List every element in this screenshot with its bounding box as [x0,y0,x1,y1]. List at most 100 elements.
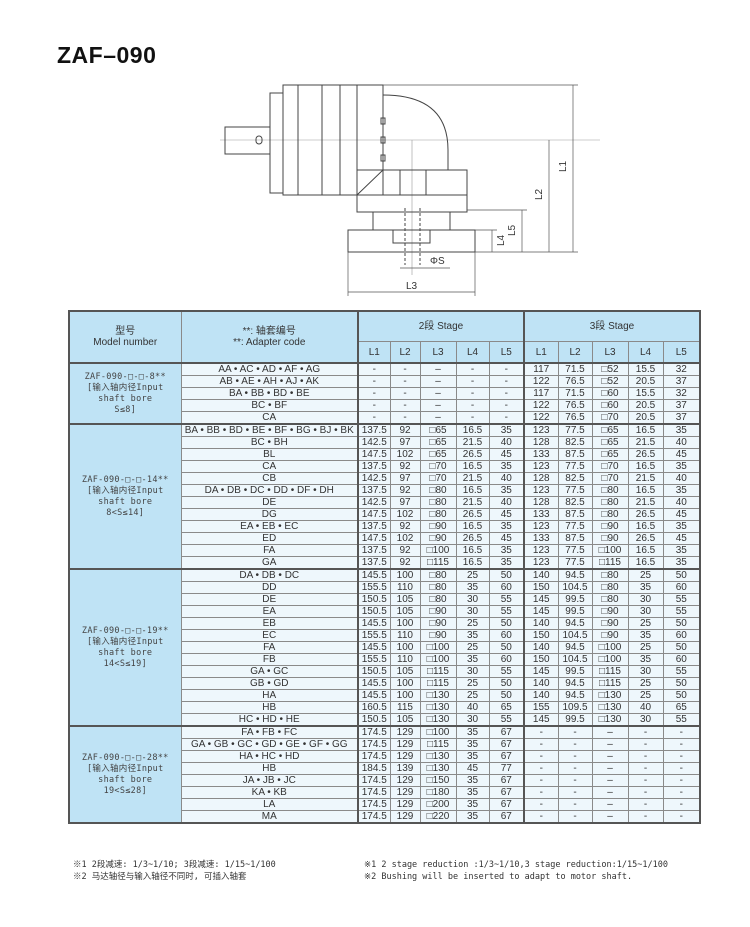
model-number-line: [输入轴内径Input [86,763,164,774]
stage2-l5-cell: 50 [488,677,525,690]
stage3-l1-cell: 133 [523,532,559,545]
stage3-l1-cell: - [523,762,559,775]
stage3-l2-cell: 82.5 [557,496,593,509]
stage2-l3-cell: □100 [419,544,457,557]
stage3-l3-cell: – [591,762,629,775]
stage3-l4-cell: 25 [627,677,664,690]
table-row: HA 145.5 100 □130 25 50 140 94.5 □130 25 50 [69,689,701,702]
stage3-l3-cell: – [591,725,629,739]
table-row: FB 155.5 110 □100 35 60 150 104.5 □100 35 60 [69,653,701,666]
stage2-l5-cell: 45 [488,532,525,545]
stage3-l4-cell: 25 [627,689,664,702]
stage3-l1-cell: 145 [523,605,559,618]
stage3-l5-cell: - [662,774,701,787]
stage2-l4-cell: 35 [455,629,490,642]
stage3-l4-cell: - [627,762,664,775]
stage3-l2-cell: 104.5 [557,629,593,642]
stage3-l1-cell: 150 [523,581,559,594]
adapter-code-cell: CA [180,411,359,425]
table-row: GB • GD 145.5 100 □115 25 50 140 94.5 □115 25 50 [69,677,701,690]
stage2-l3-cell: □115 [419,677,457,690]
stage2-l2-cell: 110 [389,653,421,666]
stage3-l3-cell: □90 [591,532,629,545]
stage3-l2-cell: 87.5 [557,508,593,521]
stage2-l4-cell: 21.5 [455,496,490,509]
stage3-l4-cell: 25 [627,617,664,630]
stage2-l5-cell: 50 [488,568,525,582]
table-row: BC • BF - - – - -122 76.5 □60 20.5 37 [69,399,701,412]
stage3-l1-cell: 122 [523,411,559,425]
stage2-l1-cell: - [357,387,391,400]
stage3-l4-cell: 35 [627,653,664,666]
stage3-l5-cell: 60 [662,629,701,642]
stage2-l1-cell: 150.5 [357,713,391,727]
stage3-l4-cell: 21.5 [627,496,664,509]
stage2-l1-cell: 142.5 [357,496,391,509]
model-number-line: 14<S≤19] [103,658,147,669]
stage2-l3-cell: □70 [419,472,457,485]
stage2-l4-cell: 25 [455,677,490,690]
stage3-l2-cell: - [557,738,593,751]
dim-label-l3: L3 [406,281,418,292]
stage3-l2-cell: 94.5 [557,677,593,690]
stage2-l3-cell: □65 [419,448,457,461]
stage3-l5-cell: 40 [662,436,701,449]
stage3-l1-cell: 140 [523,689,559,702]
table-row: EB 145.5 100 □90 25 50 140 94.5 □90 25 50 [69,617,701,630]
stage2-l3-cell: – [419,411,457,425]
stage2-l2-cell: 92 [389,423,421,437]
adapter-code-cell: GA • GC [180,665,359,678]
stage2-l5-cell: 60 [488,581,525,594]
model-number-line: S≤8] [114,404,137,415]
model-number-line: ZAF-090-□-□-8** [84,371,166,382]
stage2-l3-cell: □80 [419,508,457,521]
stage3-l3-cell: – [591,750,629,763]
stage2-l1-cell: 174.5 [357,810,391,824]
stage3-l4-cell: 16.5 [627,520,664,533]
stage2-l1-cell: 174.5 [357,786,391,799]
model-number-line: ZAF-090-□-□-28** [81,752,169,763]
stage3-l2-cell: - [557,750,593,763]
stage2-l5-cell: 35 [488,460,525,473]
stage3-l3-cell: □65 [591,423,629,437]
stage2-l1-cell: 142.5 [357,436,391,449]
stage2-l5-cell: 40 [488,436,525,449]
stage2-l2-cell: - [389,411,421,425]
stage3-l2-cell: - [557,774,593,787]
adapter-code-cell: CB [180,472,359,485]
stage3-l4-cell: 20.5 [627,411,664,425]
stage2-l1-cell: 137.5 [357,460,391,473]
stage2-l1-cell: 137.5 [357,423,391,437]
stage2-l4-cell: 35 [455,738,490,751]
stage2-l2-cell: - [389,399,421,412]
notes-en: ※1 2 stage reduction :1/3~1/10,3 stage r… [364,859,668,883]
stage2-l1-cell: 145.5 [357,677,391,690]
stage2-l3-cell: □115 [419,738,457,751]
table-row: DG 147.5 102 □80 26.5 45 133 87.5 □80 26.5 45 [69,508,701,521]
stage3-l1-cell: - [523,786,559,799]
model-number-line: [输入轴内径Input [86,636,164,647]
stage3-l3-cell: □80 [591,593,629,606]
adapter-code-cell: EA [180,605,359,618]
adapter-code-cell: GA • GB • GC • GD • GE • GF • GG [180,738,359,751]
stage2-l1-cell: 155.5 [357,581,391,594]
stage3-l5-cell: - [662,725,701,739]
stage3-l4-cell: 26.5 [627,508,664,521]
stage3-l1-cell: 128 [523,472,559,485]
stage2-l2-cell: 105 [389,593,421,606]
stage2-l3-cell: □100 [419,653,457,666]
adapter-code-cell: ED [180,532,359,545]
header-s3-l2: L2 [557,341,593,364]
stage2-l2-cell: 102 [389,532,421,545]
stage2-l3-cell: □65 [419,436,457,449]
stage3-l2-cell: 77.5 [557,423,593,437]
stage3-l3-cell: □52 [591,375,629,388]
stage2-l4-cell: 35 [455,786,490,799]
header-stage3: 3段 Stage [523,310,701,342]
stage2-l2-cell: 92 [389,544,421,557]
stage3-l2-cell: 99.5 [557,605,593,618]
stage2-l5-cell: 35 [488,484,525,497]
stage2-l4-cell: 40 [455,701,490,714]
model-number-cell: ZAF-090-□-□-14** [输入轴内径Input shaft bore 8<S… [68,423,182,570]
stage3-l5-cell: 65 [662,701,701,714]
